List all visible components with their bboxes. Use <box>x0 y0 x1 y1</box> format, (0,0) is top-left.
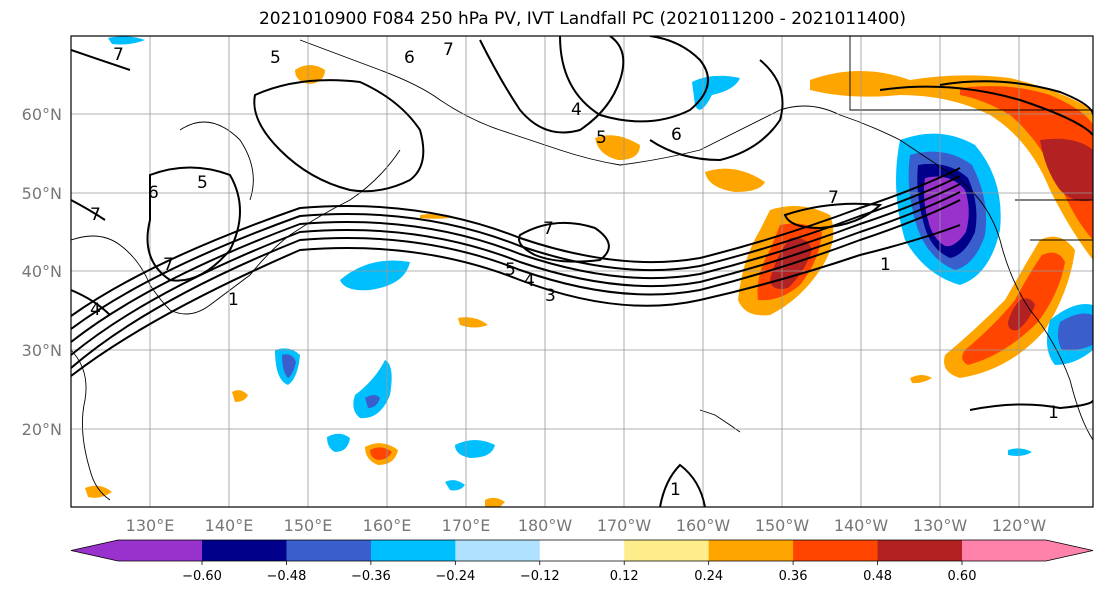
svg-text:6: 6 <box>671 125 682 145</box>
svg-text:4: 4 <box>571 100 582 120</box>
svg-text:6: 6 <box>148 183 159 203</box>
contour-labels: 7 5 6 7 5 4 5 6 6 7 7 5 4 3 1 1 1 4 7 1 … <box>90 40 1059 500</box>
colorbar-segment <box>455 540 541 561</box>
svg-text:5: 5 <box>596 128 607 148</box>
lon-label-170w: 170°W <box>597 516 652 535</box>
svg-text:3: 3 <box>545 286 556 306</box>
svg-text:5: 5 <box>270 48 281 68</box>
lon-label-170e: 170°E <box>442 516 491 535</box>
svg-text:7: 7 <box>828 188 839 208</box>
colorbar-extension-low <box>71 540 202 561</box>
svg-text:5: 5 <box>197 173 208 193</box>
svg-text:1: 1 <box>880 255 891 275</box>
svg-text:1: 1 <box>670 480 681 500</box>
colorbar-segment <box>370 540 456 561</box>
svg-text:1: 1 <box>1048 403 1059 423</box>
colorbar-tick-label: 0.48 <box>863 569 892 584</box>
svg-text:4: 4 <box>524 271 535 291</box>
map-title: 2021010900 F084 250 hPa PV, IVT Landfall… <box>258 9 906 29</box>
lon-label-140e: 140°E <box>205 516 254 535</box>
colorbar-segment <box>539 540 625 561</box>
colorbar-segment <box>624 540 710 561</box>
svg-text:4: 4 <box>90 300 101 320</box>
colorbar-extension-high <box>962 540 1093 561</box>
colorbar-tick-label: −0.36 <box>351 569 391 584</box>
colorbar-tick-label: 0.12 <box>610 569 639 584</box>
svg-text:7: 7 <box>443 40 454 60</box>
colorbar-tick-label: −0.60 <box>182 569 222 584</box>
lon-label-120w: 120°W <box>992 516 1047 535</box>
colorbar-tick-label: 0.36 <box>779 569 808 584</box>
colorbar-tick-label: 0.24 <box>694 569 723 584</box>
colorbar-segment <box>793 540 879 561</box>
svg-text:6: 6 <box>404 48 415 68</box>
colorbar-outline <box>70 539 1094 562</box>
lon-label-160e: 160°E <box>363 516 412 535</box>
colorbar-segment <box>202 540 287 561</box>
pv-contours <box>71 36 1093 507</box>
colorbar-tick-label: 0.60 <box>948 569 977 584</box>
svg-text:7: 7 <box>163 255 174 275</box>
colorbar-segment <box>877 540 963 561</box>
colorbar-segment <box>286 540 372 561</box>
svg-text:5: 5 <box>505 260 516 280</box>
lon-label-180w: 180°W <box>518 516 573 535</box>
longitude-labels: 130°E 140°E 150°E 160°E 170°E 180°W 170°… <box>126 516 1047 535</box>
lat-label-30n: 30°N <box>22 341 62 360</box>
lon-label-160w: 160°W <box>676 516 731 535</box>
lat-label-60n: 60°N <box>22 105 62 124</box>
colorbar: −0.60 −0.48 −0.36 −0.24 −0.12 0.12 0.24 0.36 0.4… <box>70 539 1094 584</box>
lat-label-40n: 40°N <box>22 262 62 281</box>
lon-label-150w: 150°W <box>755 516 810 535</box>
map-frame <box>70 35 1094 508</box>
lat-label-50n: 50°N <box>22 184 62 203</box>
lon-label-130w: 130°W <box>913 516 968 535</box>
svg-text:7: 7 <box>90 205 101 225</box>
lat-label-20n: 20°N <box>22 420 62 439</box>
svg-text:7: 7 <box>543 219 554 239</box>
svg-text:7: 7 <box>113 45 124 65</box>
latitude-labels: 60°N 50°N 40°N 30°N 20°N <box>22 105 62 439</box>
colorbar-tick-label: −0.48 <box>267 569 307 584</box>
shaded-anomalies <box>85 36 1093 507</box>
graticule <box>71 36 1093 507</box>
lon-label-130e: 130°E <box>126 516 175 535</box>
colorbar-tick-label: −0.12 <box>520 569 560 584</box>
svg-text:1: 1 <box>228 290 239 310</box>
lon-label-150e: 150°E <box>284 516 333 535</box>
colorbar-tick-label: −0.24 <box>435 569 475 584</box>
lon-label-140w: 140°W <box>834 516 889 535</box>
colorbar-segment <box>708 540 794 561</box>
